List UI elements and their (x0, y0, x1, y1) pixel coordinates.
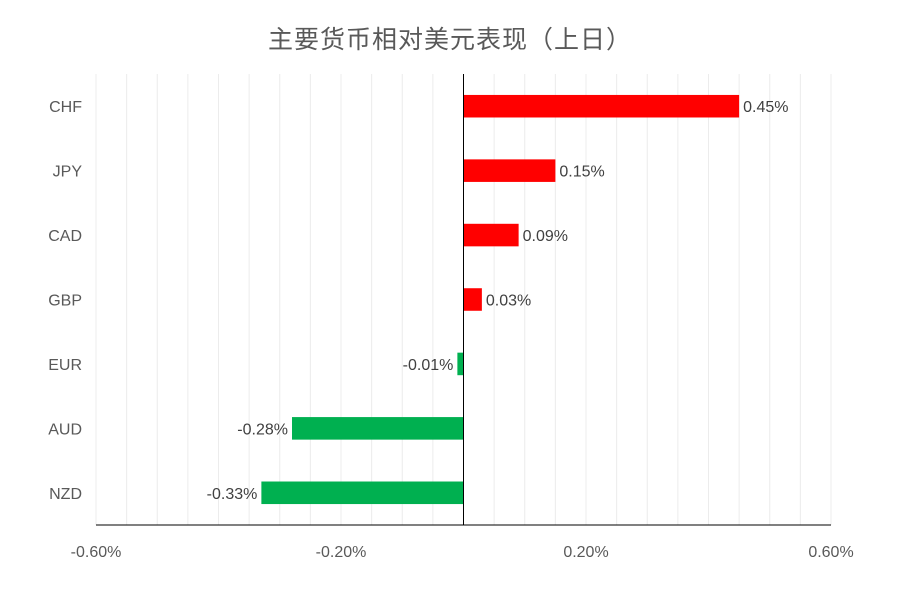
labels: CHF 0.45% JPY 0.15% CAD 0.09% GBP 0.03% EUR -0.01… (48, 99, 853, 561)
category-label: GBP (48, 293, 82, 310)
category-label: AUD (48, 421, 82, 438)
category-label: CHF (49, 99, 82, 116)
bar-jpy (463, 159, 556, 182)
data-label: 0.45% (743, 99, 788, 116)
bar-chf (463, 94, 740, 118)
gridlines (95, 74, 832, 525)
bar-gbp (463, 288, 482, 311)
category-label: NZD (49, 486, 82, 503)
data-label: 0.09% (523, 228, 568, 245)
x-tick-label: 0.20% (563, 544, 608, 561)
category-label: JPY (53, 164, 83, 181)
data-label: 0.03% (486, 293, 531, 310)
bar-aud (292, 417, 464, 440)
data-label: 0.15% (559, 164, 604, 181)
bar-nzd (261, 481, 464, 505)
data-label: -0.33% (207, 486, 258, 503)
bar-eur (457, 352, 464, 376)
data-label: -0.28% (237, 421, 288, 438)
bar-cad (463, 223, 519, 247)
axes (96, 74, 831, 526)
x-tick-label: 0.60% (808, 544, 853, 561)
x-tick-label: -0.60% (71, 544, 122, 561)
bars (261, 94, 740, 505)
chart-title: 主要货币相对美元表现（上日） (267, 25, 632, 54)
x-tick-label: -0.20% (316, 544, 367, 561)
category-label: CAD (48, 228, 82, 245)
data-label: -0.01% (403, 357, 454, 374)
category-label: EUR (48, 357, 82, 374)
